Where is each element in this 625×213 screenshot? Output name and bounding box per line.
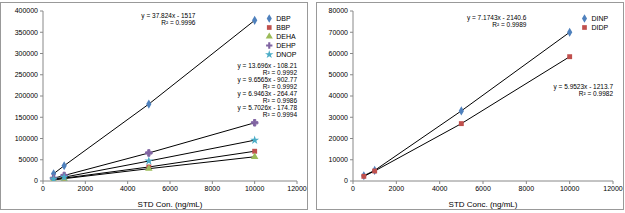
svg-text:DEHA: DEHA <box>276 33 296 40</box>
svg-text:8000: 8000 <box>205 185 221 192</box>
svg-text:40000: 40000 <box>329 92 349 99</box>
svg-text:0: 0 <box>41 185 45 192</box>
svg-text:8000: 8000 <box>519 185 535 192</box>
svg-text:12000: 12000 <box>287 185 307 192</box>
svg-text:y = 9.6565x - 902.77R² = 0.999: y = 9.6565x - 902.77R² = 0.9992 <box>238 76 298 90</box>
svg-text:0: 0 <box>351 185 355 192</box>
svg-text:30000: 30000 <box>329 114 349 121</box>
svg-text:6000: 6000 <box>162 185 178 192</box>
svg-text:80000: 80000 <box>329 7 349 14</box>
svg-text:60000: 60000 <box>329 50 349 57</box>
svg-text:y = 5.7026x - 174.78R² = 0.999: y = 5.7026x - 174.78R² = 0.9994 <box>238 104 298 118</box>
svg-text:STD Conc. (ng/mL): STD Conc. (ng/mL) <box>449 200 518 209</box>
svg-text:y = 7.1743x - 2140.6R² = 0.998: y = 7.1743x - 2140.6R² = 0.9989 <box>467 14 527 28</box>
svg-text:0: 0 <box>344 177 348 184</box>
svg-text:150000: 150000 <box>15 114 38 121</box>
svg-text:2000: 2000 <box>389 185 405 192</box>
svg-text:6000: 6000 <box>475 185 491 192</box>
svg-text:12000: 12000 <box>603 185 617 192</box>
svg-text:DEHP: DEHP <box>276 42 296 49</box>
svg-text:y = 37.824x - 1517R² = 0.9996: y = 37.824x - 1517R² = 0.9996 <box>141 12 195 26</box>
svg-text:2000: 2000 <box>78 185 94 192</box>
svg-text:y = 13.696x - 108.21R² = 0.999: y = 13.696x - 108.21R² = 0.9992 <box>238 62 298 76</box>
svg-text:DIDP: DIDP <box>592 24 609 31</box>
svg-text:400000: 400000 <box>15 7 38 14</box>
svg-text:350000: 350000 <box>15 29 38 36</box>
svg-text:70000: 70000 <box>329 29 349 36</box>
svg-text:10000: 10000 <box>329 156 349 163</box>
svg-text:50000: 50000 <box>19 156 39 163</box>
svg-text:y = 5.9523x - 1213.7R² = 0.998: y = 5.9523x - 1213.7R² = 0.9982 <box>554 83 614 97</box>
svg-text:200000: 200000 <box>15 92 38 99</box>
svg-text:0: 0 <box>34 177 38 184</box>
svg-text:DINP: DINP <box>592 15 609 22</box>
svg-text:100000: 100000 <box>15 135 38 142</box>
svg-text:20000: 20000 <box>329 135 349 142</box>
svg-text:50000: 50000 <box>329 71 349 78</box>
svg-text:STD Con. (ng/mL): STD Con. (ng/mL) <box>138 200 203 209</box>
svg-text:10000: 10000 <box>245 185 265 192</box>
svg-text:4000: 4000 <box>432 185 448 192</box>
svg-text:10000: 10000 <box>560 185 580 192</box>
svg-text:y = 6.9463x - 264.47R² = 0.998: y = 6.9463x - 264.47R² = 0.9986 <box>238 90 298 104</box>
svg-text:250000: 250000 <box>15 71 38 78</box>
svg-text:300000: 300000 <box>15 50 38 57</box>
svg-text:4000: 4000 <box>120 185 136 192</box>
svg-text:DNOP: DNOP <box>276 51 297 58</box>
svg-text:BBP: BBP <box>276 24 290 31</box>
svg-text:DBP: DBP <box>276 15 291 22</box>
